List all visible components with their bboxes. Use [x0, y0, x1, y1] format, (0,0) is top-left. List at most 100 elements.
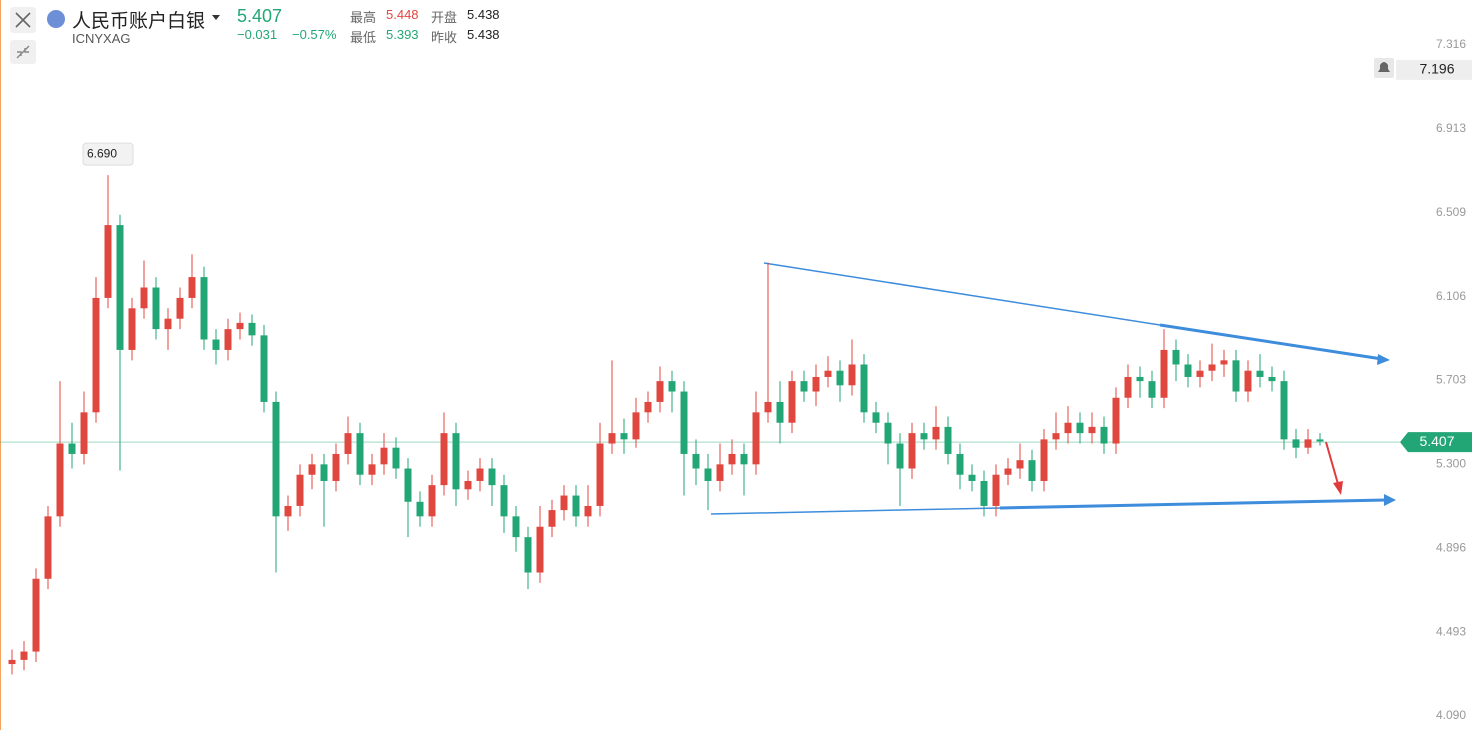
candle-body — [272, 401, 280, 517]
candle-body — [1028, 460, 1036, 481]
candle-body — [548, 510, 556, 527]
candle-body — [644, 401, 652, 413]
trend-line — [999, 498, 1387, 510]
candle-body — [248, 322, 256, 336]
alert-box — [1396, 59, 1472, 80]
candle-body — [1136, 376, 1144, 382]
stat-value: 5.393 — [386, 27, 419, 42]
candle-body — [476, 468, 484, 481]
stat-value: 5.438 — [467, 27, 500, 42]
candle-body — [32, 578, 40, 652]
candle-body — [1244, 370, 1252, 392]
candle-body — [104, 225, 112, 298]
close-icon — [15, 12, 31, 28]
change-pct: −0.57% — [292, 27, 337, 42]
candle-body — [308, 464, 316, 475]
candle-body — [1196, 370, 1204, 377]
candle-body — [68, 443, 76, 454]
candle-body — [44, 516, 52, 579]
candle-body — [872, 412, 880, 423]
candle-body — [764, 401, 772, 413]
candle-body — [356, 433, 364, 475]
candle-body — [1232, 360, 1240, 392]
candle-body — [1004, 468, 1012, 475]
candle-body — [128, 308, 136, 350]
candle-body — [1292, 439, 1300, 448]
candle-body — [800, 381, 808, 392]
stat-label: 昨收 — [431, 30, 458, 45]
candle-body — [488, 468, 496, 486]
stat-label: 开盘 — [431, 10, 458, 25]
y-tick-label: 5.300 — [1436, 457, 1466, 471]
candle-body — [1112, 397, 1120, 444]
trend-line — [763, 262, 1161, 326]
candle-body — [656, 381, 664, 402]
candle-body — [920, 433, 928, 440]
candle-body — [944, 426, 952, 454]
candle-body — [1268, 376, 1276, 382]
candle-body — [320, 464, 328, 481]
candle-body — [1172, 349, 1180, 365]
candle-body — [752, 412, 760, 465]
candle-body — [1184, 364, 1192, 377]
candle-body — [1076, 422, 1084, 434]
candle-body — [1016, 460, 1024, 469]
candle-body — [1040, 439, 1048, 481]
candle-body — [692, 453, 700, 469]
candle-body — [332, 453, 340, 481]
candle-body — [512, 516, 520, 538]
alert-label: 7.196 — [1419, 61, 1454, 77]
title: 人民币账户白银 — [72, 11, 206, 32]
candle-body — [404, 468, 412, 502]
candle-body — [440, 433, 448, 486]
candle-body — [1208, 364, 1216, 371]
candle-body — [608, 433, 616, 444]
candle-body — [788, 381, 796, 423]
stat-value: 5.448 — [386, 7, 419, 22]
candle-body — [428, 485, 436, 517]
y-tick-label: 4.493 — [1436, 624, 1466, 638]
candle-body — [956, 453, 964, 475]
candle-body — [980, 480, 988, 506]
candle-body — [1124, 376, 1132, 398]
candle-body — [584, 505, 592, 517]
candle-body — [152, 287, 160, 330]
y-tick-label: 6.106 — [1436, 289, 1466, 303]
candle-body — [296, 474, 304, 506]
candle-body — [1280, 381, 1288, 440]
candle-body — [572, 495, 580, 517]
candle-body — [392, 447, 400, 469]
bell-icon — [1378, 62, 1390, 72]
candle-body — [176, 297, 184, 319]
candle-body — [536, 526, 544, 573]
candle-body — [164, 318, 172, 330]
candle-body — [884, 422, 892, 444]
stat-label: 最低 — [350, 30, 377, 45]
candle-body — [1304, 439, 1312, 448]
candle-body — [680, 391, 688, 454]
arrow — [1325, 441, 1339, 485]
candle-body — [1256, 370, 1264, 377]
trend-line — [710, 507, 1001, 515]
max-marker-box — [82, 142, 134, 166]
candle-body — [716, 464, 724, 481]
dropdown-icon[interactable] — [212, 15, 220, 20]
candle-body — [596, 443, 604, 506]
candle-body — [92, 297, 100, 413]
candle-body — [284, 505, 292, 517]
candle-body — [908, 433, 916, 469]
price-tag-label: 5.407 — [1419, 433, 1454, 449]
candle-body — [968, 474, 976, 481]
candle-body — [896, 443, 904, 469]
candle-body — [1088, 426, 1096, 434]
candle-body — [8, 659, 16, 665]
candle-body — [368, 464, 376, 475]
candle-body — [56, 443, 64, 517]
candle-body — [260, 335, 268, 402]
candle-body — [1148, 381, 1156, 398]
candle-body — [1052, 433, 1060, 440]
y-tick-label: 6.913 — [1436, 121, 1466, 135]
candle-body — [188, 277, 196, 298]
